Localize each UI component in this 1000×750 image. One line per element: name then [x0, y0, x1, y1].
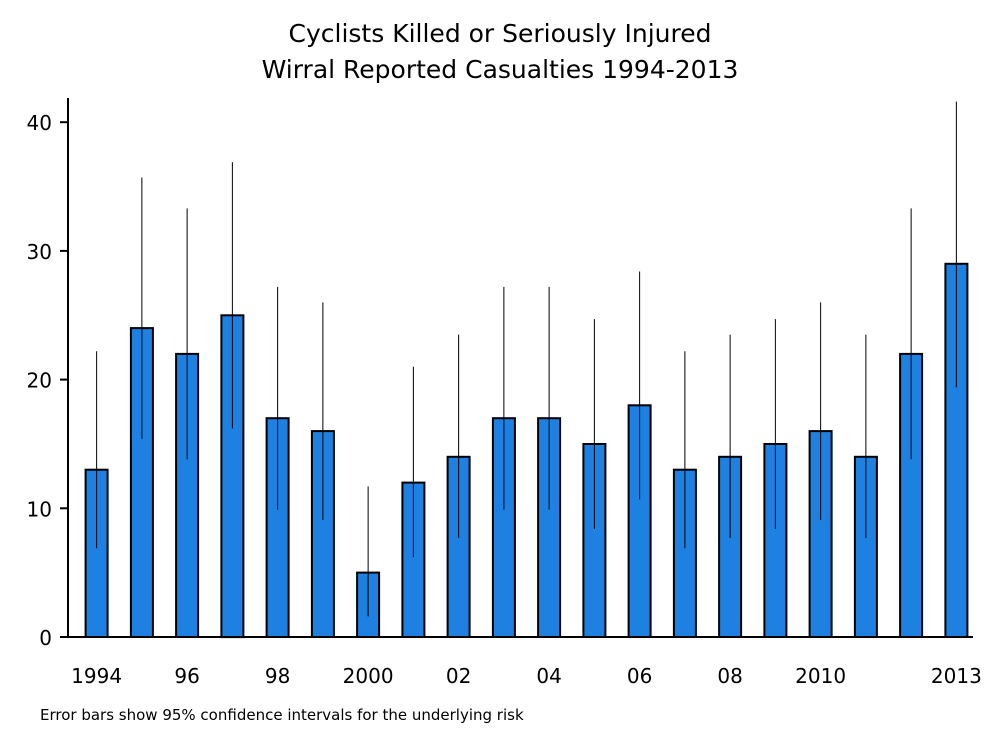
x-tick-label-2000: 2000 [343, 664, 394, 688]
x-tick-label-1996: 96 [174, 664, 199, 688]
bars-layer [84, 262, 969, 639]
x-tick-label-2013: 2013 [931, 664, 982, 688]
x-tick-label-2008: 08 [717, 664, 742, 688]
axes-layer [60, 98, 973, 638]
chart-title-line1: Cyclists Killed or Seriously Injured [288, 19, 712, 48]
chart-title: Cyclists Killed or Seriously Injured Wir… [0, 16, 1000, 88]
y-tick-label-40: 40 [27, 111, 52, 135]
x-tick-label-1994: 1994 [71, 664, 122, 688]
x-tick-label-2010: 2010 [795, 664, 846, 688]
y-tick-label-20: 20 [27, 369, 52, 393]
x-tick-label-1998: 98 [265, 664, 290, 688]
y-tick-label-10: 10 [27, 497, 52, 521]
footnote: Error bars show 95% confidence intervals… [40, 706, 524, 724]
y-tick-label-30: 30 [27, 240, 52, 264]
x-tick-label-2006: 06 [627, 664, 652, 688]
error-bars-layer [96, 101, 957, 617]
chart-title-line2: Wirral Reported Casualties 1994-2013 [261, 55, 739, 84]
y-tick-label-0: 0 [39, 626, 52, 650]
x-tick-label-2002: 02 [446, 664, 471, 688]
tick-labels-layer: 0 10 20 30 40 1994 96 98 2000 02 04 06 08 2010 2013 [27, 111, 982, 688]
x-tick-label-2004: 04 [536, 664, 561, 688]
